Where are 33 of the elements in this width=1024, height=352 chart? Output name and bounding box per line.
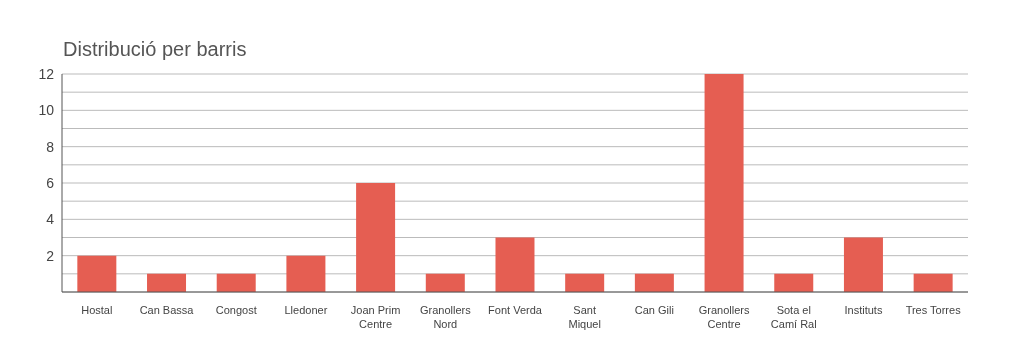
bar: [216, 273, 256, 292]
y-tick-label: 8: [46, 138, 55, 155]
x-tick-label: Tres Torres: [905, 304, 962, 316]
chart-title: Distribució per barris: [62, 37, 248, 62]
bar: [634, 273, 674, 292]
y-tick-label: 10: [38, 102, 55, 119]
x-tick-label: Can Bassa: [139, 304, 195, 316]
bar: [147, 273, 187, 292]
x-tick-label: Lledoner: [284, 304, 328, 316]
x-tick-label: Font Verda: [488, 304, 543, 316]
y-tick-label: 6: [46, 174, 55, 191]
x-tick-label: Sota el Camí Ral: [770, 304, 817, 330]
bar: [356, 183, 396, 292]
bar: [704, 74, 744, 292]
x-tick-label: Congost: [215, 304, 257, 316]
bar: [774, 273, 814, 292]
x-tick-label: Sant Miquel: [568, 304, 601, 330]
y-tick-label: 4: [46, 211, 55, 228]
bar: [495, 237, 535, 292]
bar: [286, 255, 326, 292]
bar: [913, 273, 953, 292]
bar: [77, 255, 117, 292]
x-tick-label: Granollers Nord: [419, 304, 472, 330]
bar: [565, 273, 605, 292]
y-tick-label: 12: [38, 65, 55, 82]
x-tick-label: Granollers Centre: [698, 304, 750, 330]
bar: [843, 237, 883, 292]
x-tick-label: Joan Prim Centre: [350, 304, 401, 330]
x-tick-label: Instituts: [844, 304, 883, 316]
y-tick-label: 2: [46, 247, 55, 264]
bar: [425, 273, 465, 292]
x-tick-label: Hostal: [81, 304, 113, 316]
x-tick-label: Can Gili: [634, 304, 674, 316]
